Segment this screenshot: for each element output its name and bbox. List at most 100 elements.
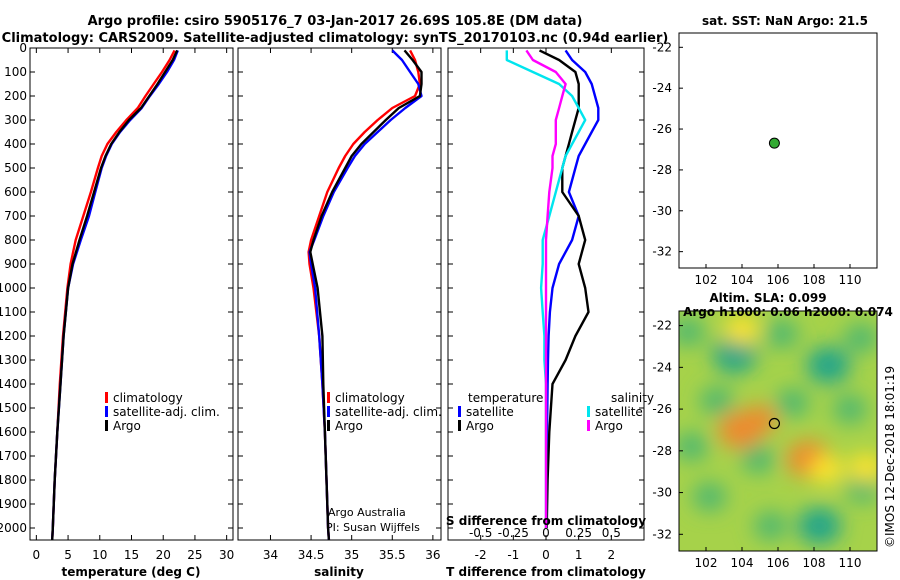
difference-legend: temperature salinity satellite Argo sate… [458, 391, 654, 433]
sla-anomaly-blob [741, 444, 776, 474]
x-tick-label: 1 [575, 548, 583, 562]
s-difference-axis-label: S difference from climatology [446, 514, 646, 528]
map-y-tick-label: -28 [652, 444, 672, 458]
depth-tick-label: 1500 [0, 401, 27, 415]
map-x-tick-label: 104 [731, 273, 754, 287]
difference-line-temperature-satellite [545, 49, 600, 529]
temperature-legend: climatology satellite-adj. clim. Argo [105, 391, 220, 433]
depth-tick-label: 1000 [0, 281, 27, 295]
x-tick-label: 34 [263, 548, 278, 562]
map-x-tick-label: 106 [767, 556, 790, 570]
temperature-series-group [51, 49, 179, 540]
depth-tick-label: 700 [4, 209, 27, 223]
s-diff-tick-label: 0.25 [565, 526, 592, 540]
map-x-tick-label: 108 [803, 556, 826, 570]
map-x-tick-label: 108 [803, 273, 826, 287]
sla-anomaly-blob [843, 323, 877, 353]
map-x-tick-label: 102 [695, 273, 718, 287]
map-y-tick-label: -24 [652, 81, 672, 95]
difference-series-group [505, 49, 600, 529]
map-x-tick-label: 102 [695, 556, 718, 570]
difference-line-temperature-argo [538, 49, 590, 529]
legend-swatch-argo [327, 420, 330, 431]
argo-float-marker [768, 137, 780, 149]
map-x-tick-label: 110 [839, 273, 862, 287]
legend-label-s-satellite: satellite [595, 405, 643, 419]
salinity-line-argo [309, 49, 423, 540]
legend-swatch-climatology [327, 392, 330, 403]
map-y-tick-label: -32 [652, 245, 672, 259]
sst-map-panel [678, 32, 878, 269]
legend-swatch-t-satellite [458, 406, 461, 417]
sla-map-title: Altim. SLA: 0.099 [709, 291, 826, 305]
depth-tick-label: 1300 [0, 353, 27, 367]
legend-swatch-t-argo [458, 420, 461, 431]
depth-tick-label: 1700 [0, 449, 27, 463]
sla-anomaly-blob [849, 453, 877, 482]
x-tick-label: -1 [507, 548, 519, 562]
x-tick-label: 35.5 [379, 548, 406, 562]
x-tick-label: -2 [475, 548, 487, 562]
depth-tick-label: 1100 [0, 305, 27, 319]
depth-tick-label: 1400 [0, 377, 27, 391]
depth-tick-label: 900 [4, 257, 27, 271]
sla-anomaly-blob [743, 405, 777, 434]
map-x-tick-label: 110 [839, 556, 862, 570]
salinity-legend: climatology satellite-adj. clim. Argo [327, 391, 442, 433]
legend-label-argo: Argo [335, 419, 363, 433]
x-tick-label: 20 [156, 548, 171, 562]
sla-anomaly-blob [725, 315, 759, 345]
legend-swatch-satellite [105, 406, 108, 417]
x-tick-label: 15 [124, 548, 139, 562]
sla-anomaly-blob [679, 432, 709, 462]
legend-swatch-climatology [105, 392, 108, 403]
argo-float-marker [768, 417, 781, 430]
x-tick-label: 5 [64, 548, 72, 562]
s-diff-tick-label: 0 [542, 526, 550, 540]
sla-anomaly-blob [806, 346, 851, 384]
sst-map-title: sat. SST: NaN Argo: 21.5 [702, 14, 868, 28]
x-tick-label: 30 [219, 548, 234, 562]
legend-label-s-argo: Argo [595, 419, 623, 433]
depth-tick-label: 500 [4, 161, 27, 175]
sla-anomaly-blob [753, 511, 788, 541]
map-y-tick-label: -32 [652, 527, 672, 541]
legend-swatch-satellite [327, 406, 330, 417]
legend-label-t-argo: Argo [466, 419, 494, 433]
depth-tick-label: 1200 [0, 329, 27, 343]
x-tick-label: 25 [187, 548, 202, 562]
credit-line1: Argo Australia [328, 506, 406, 519]
salinity-panel [237, 47, 442, 541]
sla-anomaly-blob [775, 388, 810, 418]
map-y-tick-label: -30 [652, 486, 672, 500]
legend-label-climatology: climatology [113, 391, 183, 405]
legend-title-temperature: temperature [468, 391, 543, 405]
legend-label-satellite: satellite-adj. clim. [335, 405, 442, 419]
legend-label-t-satellite: satellite [466, 405, 514, 419]
salinity-series-group [307, 49, 423, 540]
depth-tick-label: 1600 [0, 425, 27, 439]
sla-anomaly-blob [797, 507, 842, 545]
credit-line2: PI: Susan Wijffels [326, 521, 420, 534]
map-x-tick-label: 104 [731, 556, 754, 570]
depth-tick-label: 600 [4, 185, 27, 199]
x-tick-label: 2 [608, 548, 616, 562]
legend-swatch-s-satellite [587, 406, 590, 417]
map-y-tick-label: -22 [652, 40, 672, 54]
imos-timestamp: ©IMOS 12-Dec-2018 18:01:19 [883, 366, 897, 548]
legend-label-argo: Argo [113, 419, 141, 433]
depth-tick-label: 100 [4, 65, 27, 79]
depth-tick-label: 0 [19, 41, 27, 55]
map-y-tick-label: -26 [652, 122, 672, 136]
x-tick-label: 0 [33, 548, 41, 562]
map-y-tick-label: -22 [652, 319, 672, 333]
salinity-axis-label: salinity [314, 565, 364, 579]
sla-map-subtitle: Argo h1000: 0.06 h2000: 0.074 [683, 305, 893, 319]
x-tick-label: 10 [92, 548, 107, 562]
depth-tick-label: 400 [4, 137, 27, 151]
depth-tick-label: 2000 [0, 521, 27, 535]
s-diff-tick-label: 0.5 [602, 526, 621, 540]
sla-anomaly-blob [699, 386, 734, 416]
sla-anomaly-blob [712, 336, 757, 374]
